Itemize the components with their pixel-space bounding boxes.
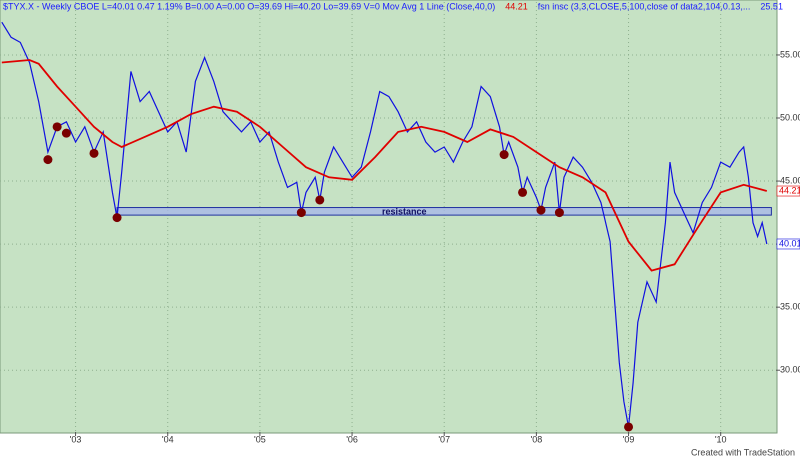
marker-dot [536,205,546,215]
marker-dot [61,128,71,138]
y-tick-label: 30.00 [780,365,800,375]
y-tick-label: 45.00 [780,175,800,185]
x-tick-label: '06 [346,434,358,444]
x-tick-label: '04 [162,434,174,444]
marker-dot [89,148,99,158]
x-tick-label: '08 [531,434,543,444]
x-tick-label: '07 [438,434,450,444]
resistance-label: resistance [382,207,427,217]
series-line [1,59,768,272]
plot-background [0,0,778,434]
y-tick-label: 35.00 [780,302,800,312]
marker-dot [52,122,62,132]
marker-dot [296,208,306,218]
x-tick-label: '03 [70,434,82,444]
series-line [1,21,768,428]
last-value-tag [776,185,800,197]
marker-dot [518,187,528,197]
marker-dot [112,213,122,223]
last-value-label: 40.01 [779,238,800,248]
header-text: fsn insc (3,3,CLOSE,5,100,close of data2… [538,1,751,11]
marker-dot [554,208,564,218]
x-tick-label: '09 [623,434,635,444]
header-text: 44.21 [505,1,528,11]
resistance-band [116,207,772,216]
x-tick-label: '10 [715,434,727,444]
last-value-tag [776,238,800,250]
marker-dot [315,195,325,205]
header-text: $TYX.X - Weekly CBOE L=40.01 0.47 1.19% … [3,1,495,11]
y-tick-label: 50.00 [780,112,800,122]
marker-dot [499,150,509,160]
last-value-label: 44.21 [779,185,800,195]
marker-dot [624,422,634,432]
header-text: 25.51 [760,1,783,11]
marker-dot [43,155,53,165]
footer: Created with TradeStation [691,447,795,457]
x-tick-label: '05 [254,434,266,444]
y-tick-label: 55.00 [780,49,800,59]
